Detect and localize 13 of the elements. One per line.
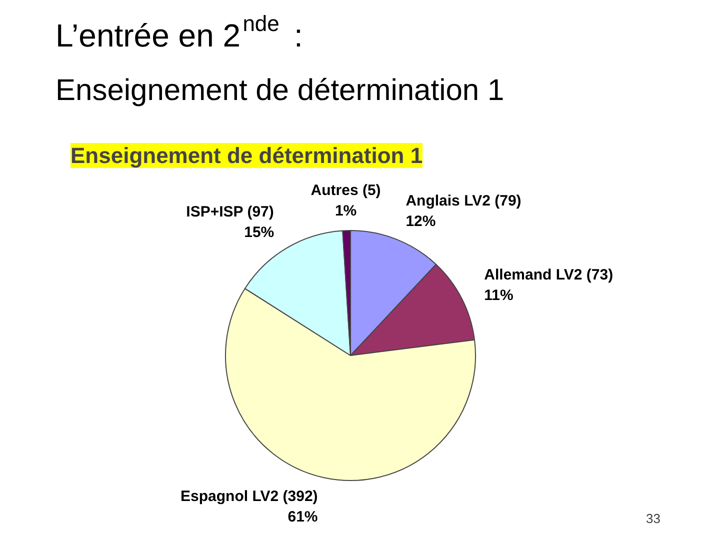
data-label: 15% (244, 224, 274, 241)
data-label: 61% (288, 508, 318, 526)
slice-label: ISP+ISP (97) (186, 203, 274, 220)
chart-subtitle: Enseignement de détermination 1 (56, 74, 504, 107)
data-label: 12% (406, 213, 436, 230)
data-label: 1% (334, 202, 357, 220)
data-label: 11% (484, 286, 514, 304)
slice-label: Espagnol LV2 (392) (180, 488, 318, 506)
text: 33 (646, 511, 661, 526)
slice-label: Autres (5) (310, 182, 381, 199)
text: Enseignement de détermination 1 (70, 143, 423, 168)
slice-label: Anglais LV2 (79) (406, 192, 522, 210)
slice-label: Allemand LV2 (73) (484, 266, 614, 284)
